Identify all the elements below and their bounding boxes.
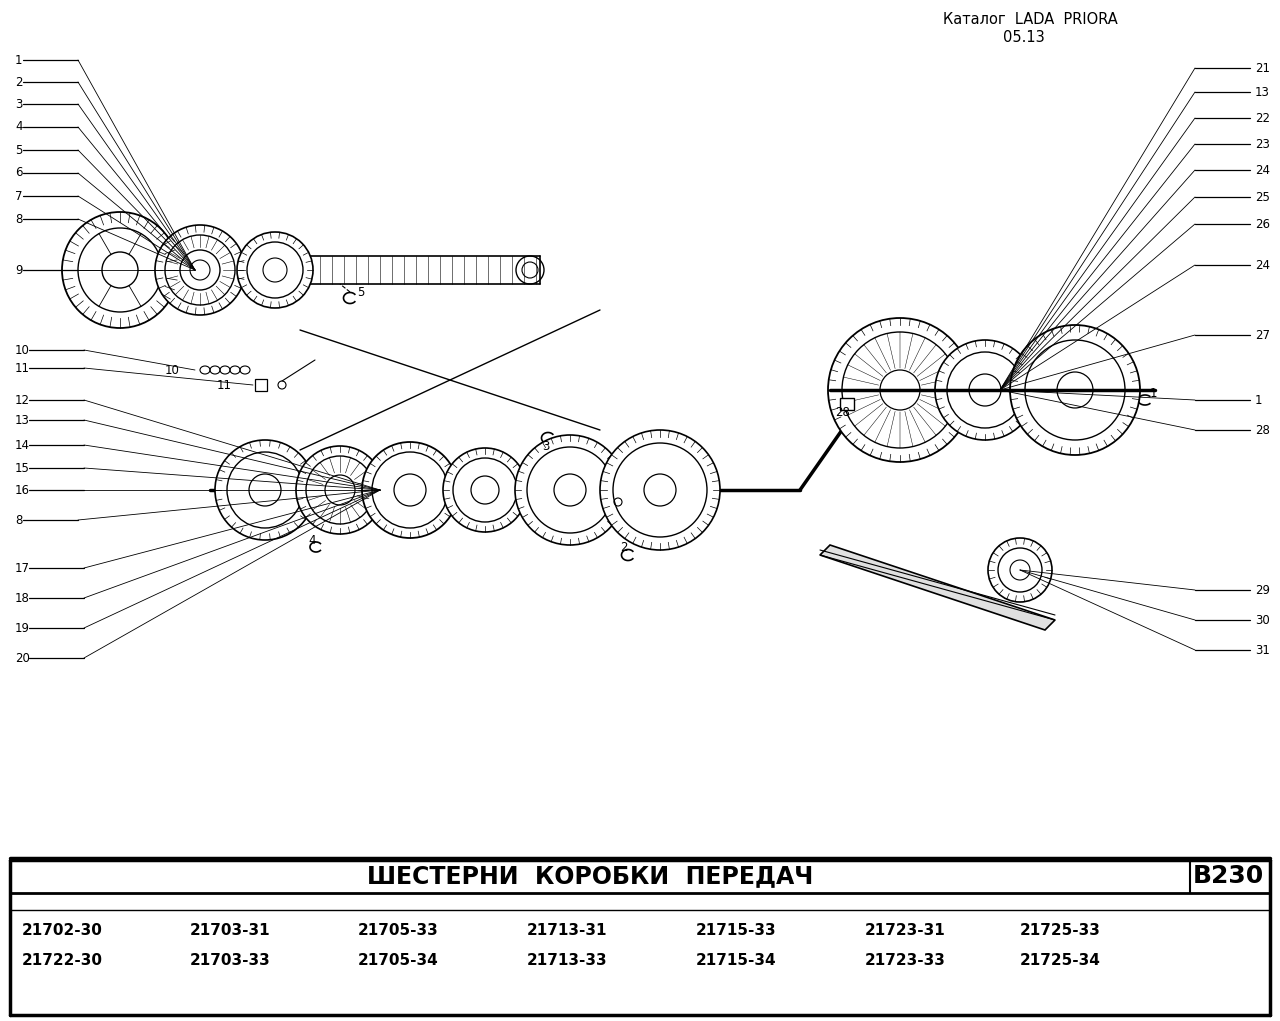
Circle shape <box>296 446 384 534</box>
Text: 28: 28 <box>1254 424 1270 437</box>
Text: 21723-31: 21723-31 <box>865 923 946 937</box>
Circle shape <box>515 435 625 545</box>
Text: 31: 31 <box>1254 643 1270 657</box>
Text: 21725-34: 21725-34 <box>1020 953 1101 968</box>
Text: 21725-33: 21725-33 <box>1020 923 1101 937</box>
Text: 8: 8 <box>15 514 22 527</box>
Text: 10: 10 <box>15 343 29 356</box>
Text: 21713-31: 21713-31 <box>527 923 608 937</box>
Circle shape <box>61 212 178 328</box>
Text: 29: 29 <box>1254 583 1270 596</box>
Circle shape <box>237 232 314 308</box>
Text: 15: 15 <box>15 461 29 475</box>
Circle shape <box>988 538 1052 602</box>
Bar <box>840 398 854 410</box>
Circle shape <box>443 448 527 532</box>
Circle shape <box>362 442 458 538</box>
Text: 21705-34: 21705-34 <box>358 953 439 968</box>
Circle shape <box>600 430 719 550</box>
Text: 13: 13 <box>1254 86 1270 98</box>
Text: 6: 6 <box>15 166 23 180</box>
Text: 21702-30: 21702-30 <box>22 923 102 937</box>
Text: 5: 5 <box>15 144 22 156</box>
Text: 05.13: 05.13 <box>1004 31 1044 46</box>
Text: 24: 24 <box>1254 163 1270 177</box>
Text: 2: 2 <box>15 76 23 89</box>
Text: 9: 9 <box>15 263 23 277</box>
Text: 30: 30 <box>1254 614 1270 627</box>
Text: 27: 27 <box>1254 329 1270 341</box>
Text: 1: 1 <box>1149 387 1157 399</box>
Text: 20: 20 <box>15 651 29 665</box>
Text: 21: 21 <box>1254 61 1270 75</box>
Text: В230: В230 <box>1193 864 1263 888</box>
Text: 16: 16 <box>15 484 29 496</box>
Text: 22: 22 <box>1254 111 1270 125</box>
Text: 1: 1 <box>15 53 23 66</box>
Text: 21713-33: 21713-33 <box>527 953 608 968</box>
Text: ШЕСТЕРНИ  КОРОБКИ  ПЕРЕДАЧ: ШЕСТЕРНИ КОРОБКИ ПЕРЕДАЧ <box>367 864 813 888</box>
Text: 28: 28 <box>835 405 850 419</box>
Text: 4: 4 <box>15 120 23 134</box>
Text: Каталог  LADA  PRIORA: Каталог LADA PRIORA <box>943 12 1117 28</box>
Text: 3: 3 <box>541 439 549 452</box>
Text: 12: 12 <box>15 393 29 406</box>
Text: 4: 4 <box>308 534 315 546</box>
Text: 5: 5 <box>357 286 365 298</box>
Text: 8: 8 <box>15 212 22 226</box>
Text: 3: 3 <box>15 97 22 110</box>
Text: 21722-30: 21722-30 <box>22 953 102 968</box>
Text: 18: 18 <box>15 591 29 604</box>
Text: 24: 24 <box>1254 258 1270 272</box>
Text: 11: 11 <box>15 361 29 375</box>
Circle shape <box>934 340 1036 440</box>
Text: 10: 10 <box>165 363 180 377</box>
Text: 21703-31: 21703-31 <box>189 923 270 937</box>
Text: 19: 19 <box>15 622 29 634</box>
Text: 7: 7 <box>15 190 23 202</box>
Text: 13: 13 <box>15 414 29 427</box>
Circle shape <box>215 440 315 540</box>
Circle shape <box>828 318 972 461</box>
Text: 23: 23 <box>1254 138 1270 150</box>
Polygon shape <box>820 545 1055 630</box>
Text: 26: 26 <box>1254 217 1270 231</box>
Text: 21715-34: 21715-34 <box>696 953 777 968</box>
Circle shape <box>1010 325 1140 455</box>
Text: 21723-33: 21723-33 <box>865 953 946 968</box>
Text: 1: 1 <box>1254 393 1262 406</box>
Text: 21703-33: 21703-33 <box>189 953 271 968</box>
Text: 21715-33: 21715-33 <box>696 923 777 937</box>
Text: 2: 2 <box>620 540 627 553</box>
Circle shape <box>155 225 244 315</box>
Text: 14: 14 <box>15 438 29 451</box>
Text: 17: 17 <box>15 562 29 575</box>
Text: 21705-33: 21705-33 <box>358 923 439 937</box>
Text: 25: 25 <box>1254 191 1270 203</box>
Bar <box>255 379 268 391</box>
Text: 11: 11 <box>218 379 232 391</box>
